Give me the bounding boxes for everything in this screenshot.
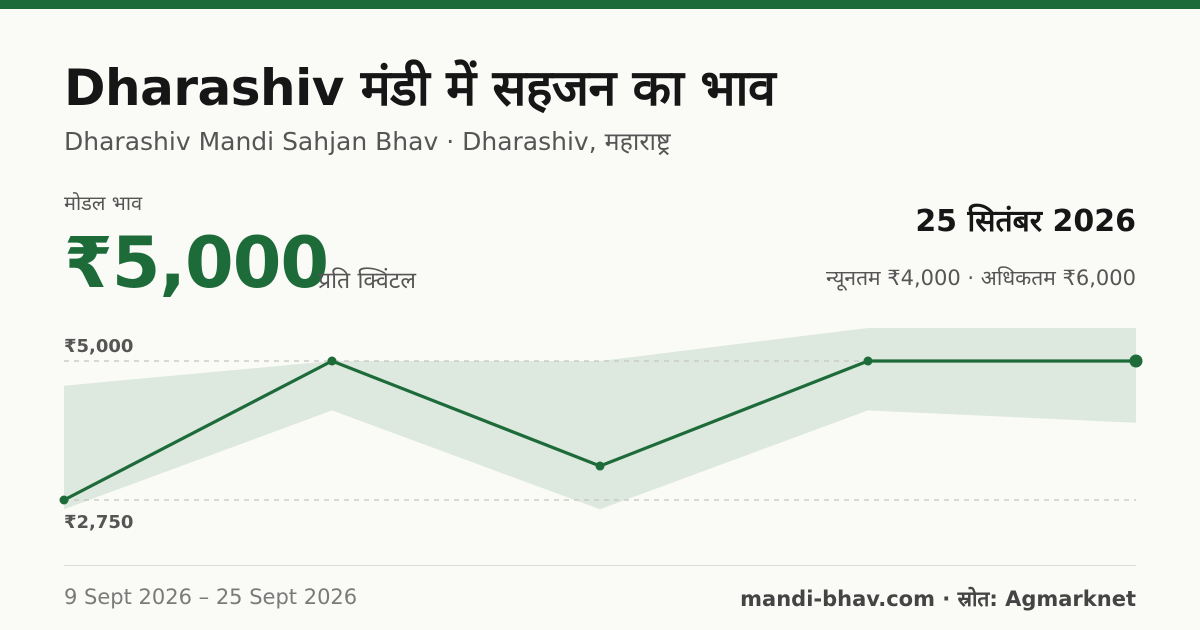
modal-price-label: मोडल भाव xyxy=(64,191,143,215)
brand-top-bar xyxy=(0,0,1200,9)
min-max-price: न्यूनतम ₹4,000 · अधिकतम ₹6,000 xyxy=(826,266,1136,290)
data-point xyxy=(327,356,337,366)
page-title: Dharashiv मंडी में सहजन का भाव xyxy=(64,59,776,117)
price-unit: प्रति क्विंटल xyxy=(318,268,416,294)
min-max-band xyxy=(64,328,1136,510)
source-credit: mandi-bhav.com · स्रोत: Agmarknet xyxy=(740,587,1136,611)
data-point xyxy=(1129,354,1143,368)
reference-label: ₹5,000 xyxy=(64,336,133,357)
price-date: 25 सितंबर 2026 xyxy=(915,204,1136,239)
data-point xyxy=(863,356,873,366)
footer-divider xyxy=(64,565,1136,566)
modal-price-value: ₹5,000 xyxy=(64,222,329,304)
date-range: 9 Sept 2026 – 25 Sept 2026 xyxy=(64,585,358,609)
reference-label: ₹2,750 xyxy=(64,512,133,533)
price-chart: ₹5,000 ₹2,750 xyxy=(59,328,1143,533)
data-point xyxy=(595,461,605,471)
page-subtitle: Dharashiv Mandi Sahjan Bhav · Dharashiv,… xyxy=(64,127,671,156)
data-point xyxy=(59,495,69,505)
